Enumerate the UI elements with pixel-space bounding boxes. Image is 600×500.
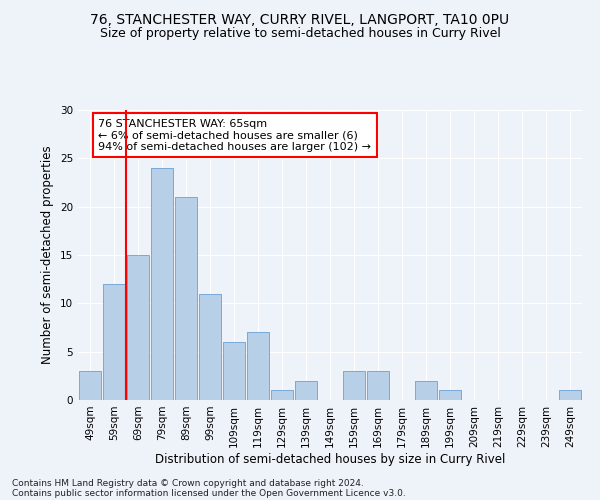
- Bar: [415, 380, 437, 400]
- Bar: [367, 371, 389, 400]
- Bar: [439, 390, 461, 400]
- Text: Contains HM Land Registry data © Crown copyright and database right 2024.: Contains HM Land Registry data © Crown c…: [12, 478, 364, 488]
- Text: 76, STANCHESTER WAY, CURRY RIVEL, LANGPORT, TA10 0PU: 76, STANCHESTER WAY, CURRY RIVEL, LANGPO…: [91, 12, 509, 26]
- Bar: [79, 371, 101, 400]
- Bar: [151, 168, 173, 400]
- Y-axis label: Number of semi-detached properties: Number of semi-detached properties: [41, 146, 55, 364]
- Bar: [175, 197, 197, 400]
- X-axis label: Distribution of semi-detached houses by size in Curry Rivel: Distribution of semi-detached houses by …: [155, 452, 505, 466]
- Bar: [103, 284, 125, 400]
- Bar: [247, 332, 269, 400]
- Bar: [127, 255, 149, 400]
- Bar: [199, 294, 221, 400]
- Bar: [223, 342, 245, 400]
- Text: Contains public sector information licensed under the Open Government Licence v3: Contains public sector information licen…: [12, 488, 406, 498]
- Bar: [343, 371, 365, 400]
- Bar: [559, 390, 581, 400]
- Bar: [271, 390, 293, 400]
- Text: Size of property relative to semi-detached houses in Curry Rivel: Size of property relative to semi-detach…: [100, 28, 500, 40]
- Text: 76 STANCHESTER WAY: 65sqm
← 6% of semi-detached houses are smaller (6)
94% of se: 76 STANCHESTER WAY: 65sqm ← 6% of semi-d…: [98, 118, 371, 152]
- Bar: [295, 380, 317, 400]
